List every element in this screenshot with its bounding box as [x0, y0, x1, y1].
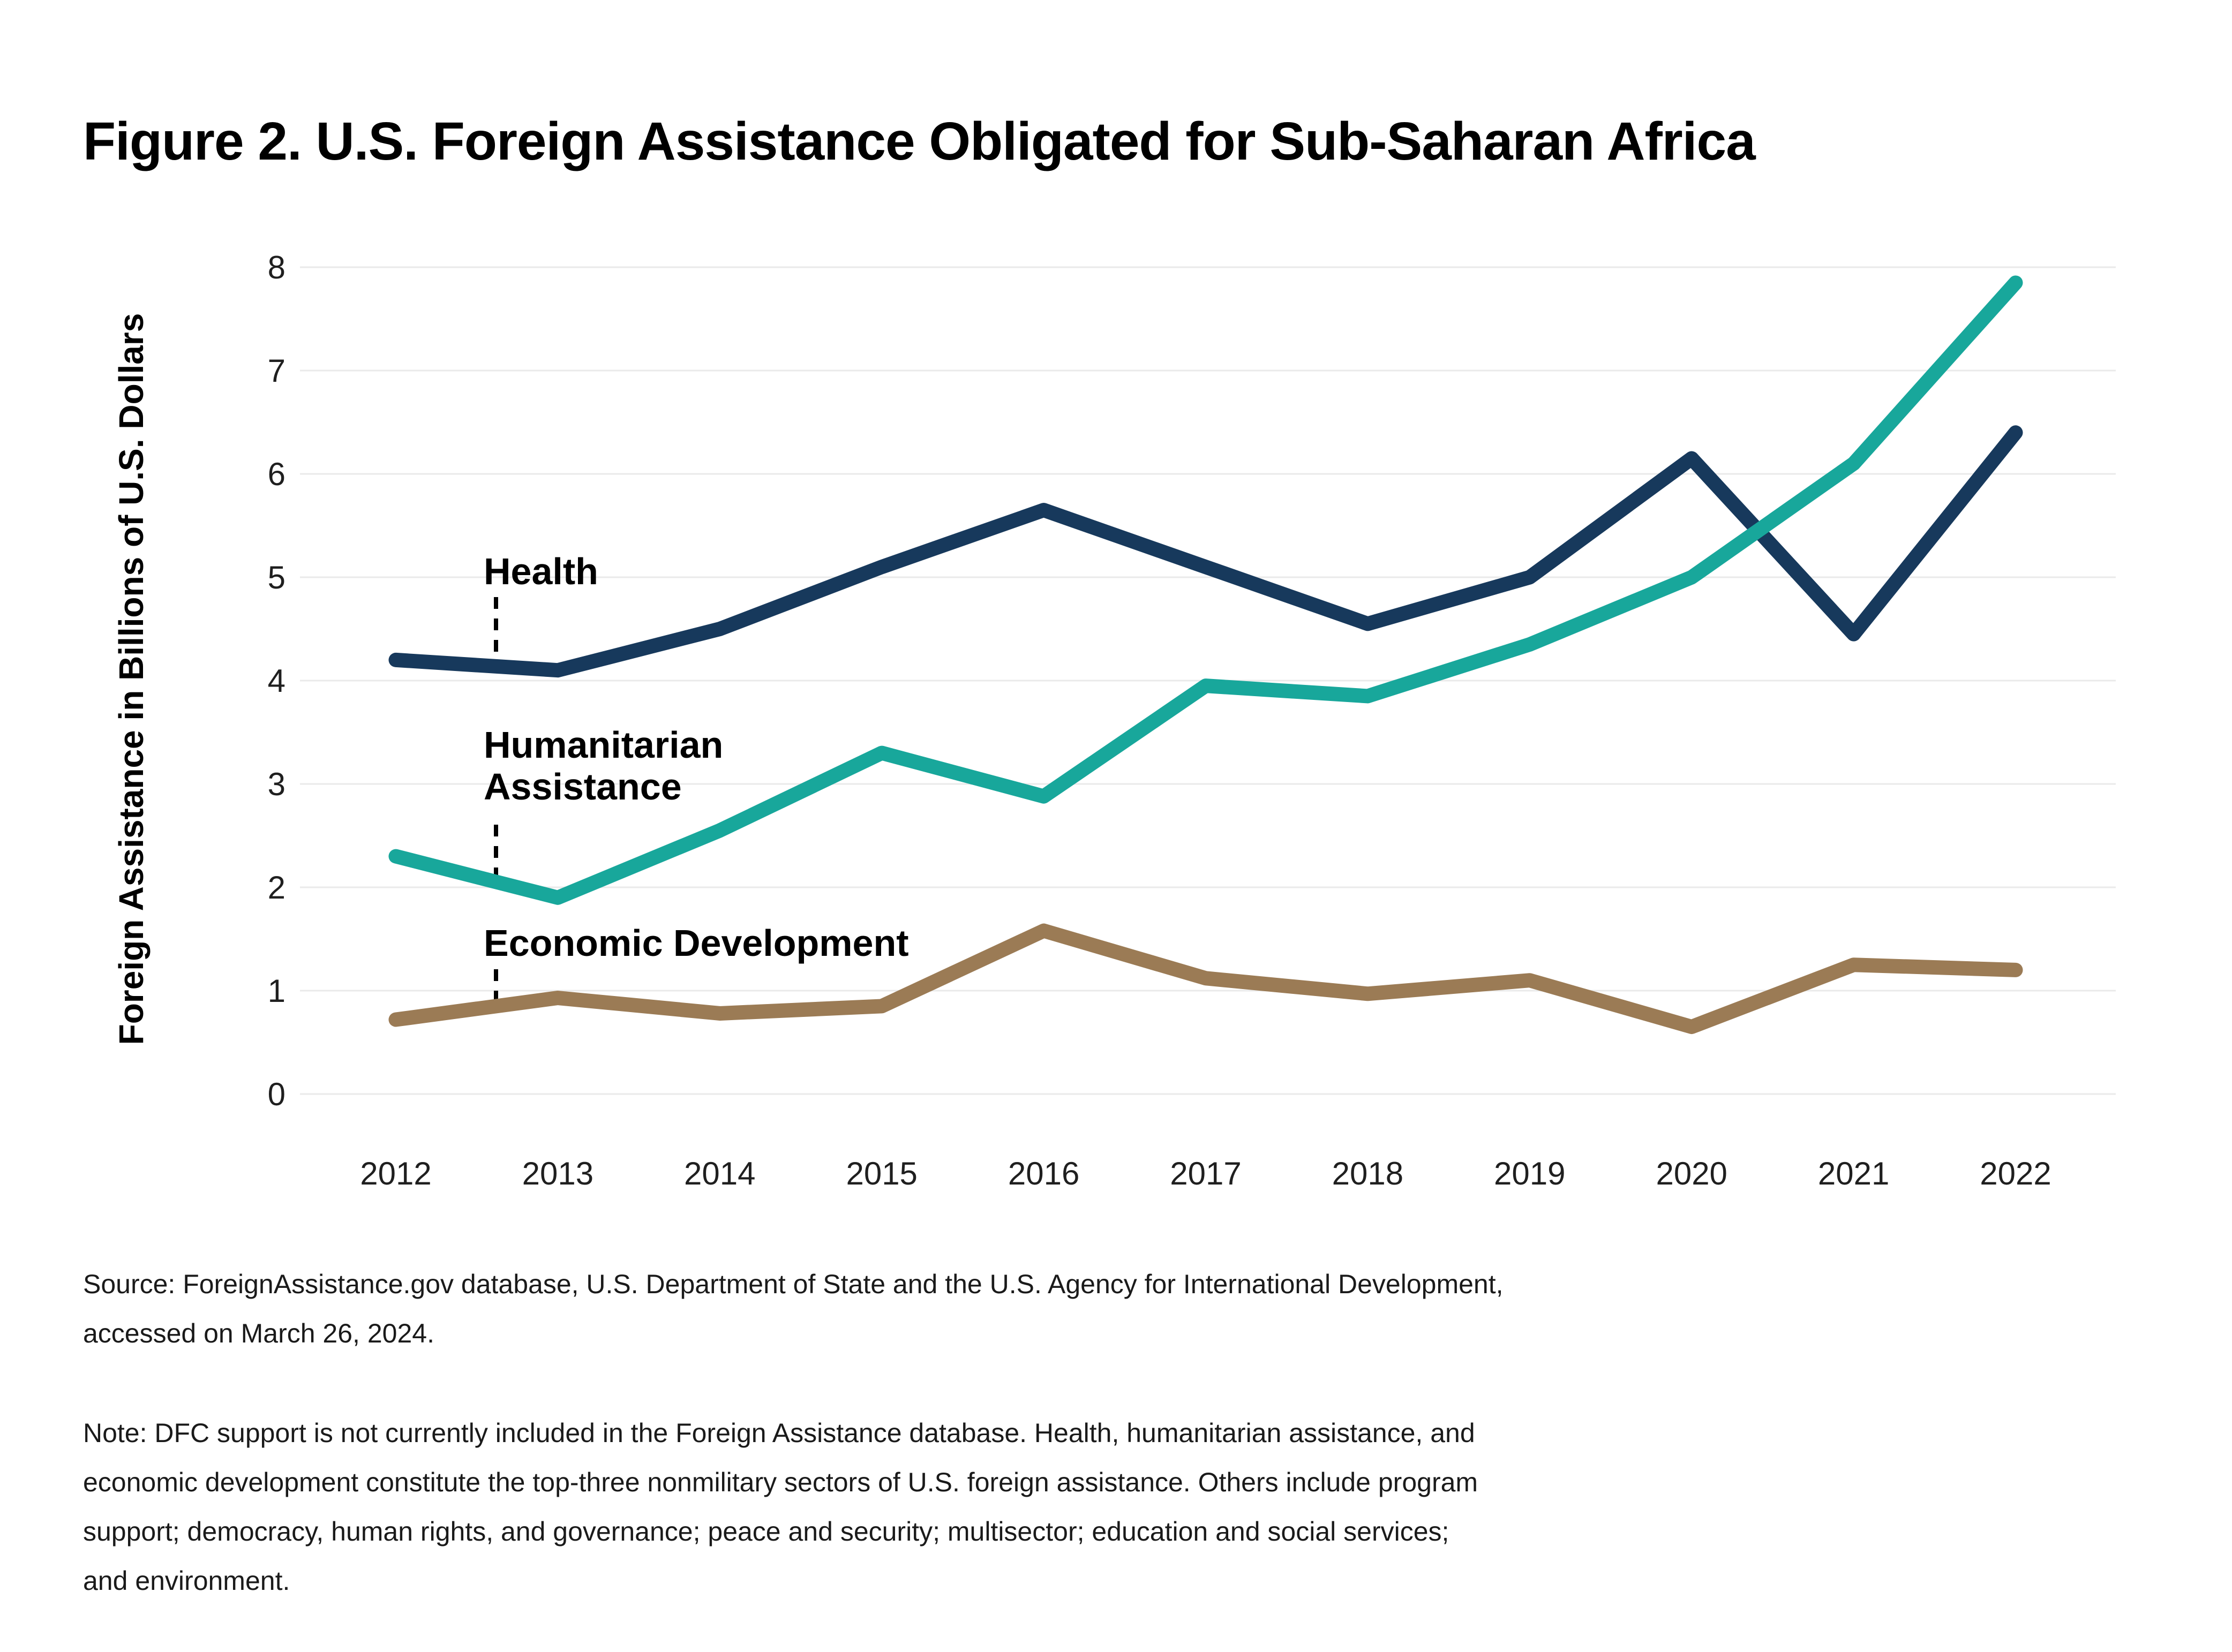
x-tick-label-2012: 2012 [360, 1156, 431, 1191]
x-tick-label-2016: 2016 [1008, 1156, 1079, 1191]
x-tick-label-2021: 2021 [1818, 1156, 1889, 1191]
source-line-1: Source: ForeignAssistance.gov database, … [83, 1269, 1504, 1299]
source-text: Source: ForeignAssistance.gov database, … [83, 1259, 2156, 1358]
series-label-economic-development: Economic Development [484, 922, 909, 964]
x-tick-label-2014: 2014 [684, 1156, 755, 1191]
series-label-humanitarian-assistance: Humanitarian Assistance [484, 724, 724, 808]
note-text: Note: DFC support is not currently inclu… [83, 1408, 2156, 1605]
note-line-4: and environment. [83, 1566, 290, 1596]
series-line-economic-development [388, 923, 2023, 1035]
y-tick-label-5: 5 [268, 560, 285, 595]
y-tick-label-8: 8 [268, 250, 285, 285]
y-tick-label-3: 3 [268, 766, 285, 802]
y-tick-label-0: 0 [268, 1076, 285, 1112]
y-tick-label-1: 1 [268, 973, 285, 1009]
source-line-2: accessed on March 26, 2024. [83, 1318, 434, 1348]
y-tick-label-2: 2 [268, 870, 285, 906]
y-tick-label-7: 7 [268, 353, 285, 389]
x-tick-label-2015: 2015 [846, 1156, 917, 1191]
y-tick-label-6: 6 [268, 456, 285, 492]
note-line-1: Note: DFC support is not currently inclu… [83, 1418, 1475, 1448]
x-tick-label-2022: 2022 [1980, 1156, 2051, 1191]
series-line-humanitarian-assistance [388, 275, 2023, 905]
x-tick-label-2018: 2018 [1332, 1156, 1403, 1191]
series-label-health: Health [484, 550, 598, 592]
x-tick-label-2017: 2017 [1170, 1156, 1241, 1191]
line-chart: 0 1 2 3 4 5 6 7 8 2012 2013 2014 2015 2016 2017 2018 201… [268, 250, 2116, 1191]
y-tick-label-4: 4 [268, 663, 285, 699]
x-tick-label-2019: 2019 [1494, 1156, 1565, 1191]
note-line-2: economic development constitute the top-… [83, 1467, 1478, 1497]
x-tick-label-2013: 2013 [522, 1156, 593, 1191]
x-tick-label-2020: 2020 [1656, 1156, 1727, 1191]
series-line-health [388, 425, 2023, 678]
figure-title: Figure 2. U.S. Foreign Assistance Obliga… [83, 111, 1756, 171]
note-line-3: support; democracy, human rights, and go… [83, 1517, 1449, 1547]
